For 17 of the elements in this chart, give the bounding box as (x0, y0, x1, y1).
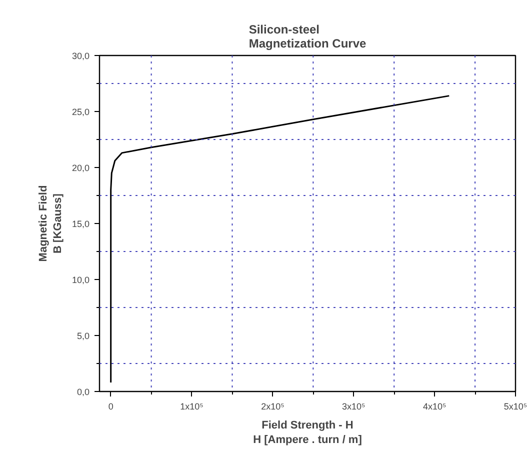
y-tick-label: 30,0 (72, 51, 90, 61)
x-tick-label: 1x10⁵ (180, 402, 204, 412)
y-tick-label: 0,0 (76, 387, 90, 397)
x-axis-title: Field Strength - H H [Ampere . turn / m] (253, 420, 362, 446)
y-axis-title: Magnetic Field B [KGauss] (38, 185, 64, 262)
y-tick-label: 10,0 (72, 275, 90, 285)
y-tick-label: 25,0 (72, 107, 90, 117)
x-tick-label: 4x10⁵ (422, 402, 446, 412)
line-series (110, 95, 450, 384)
x-tick-label: 0 (108, 402, 114, 412)
y-tick-label: 5,0 (76, 331, 90, 341)
y-tick-label: 20,0 (72, 163, 90, 173)
x-tick-label: 5x10⁵ (504, 402, 528, 412)
y-tick-label: 15,0 (72, 219, 90, 229)
x-tick-label: 3x10⁵ (342, 402, 366, 412)
chart-title: Silicon-steel Magnetization Curve (248, 22, 366, 50)
x-tick-label: 2x10⁵ (261, 402, 285, 412)
